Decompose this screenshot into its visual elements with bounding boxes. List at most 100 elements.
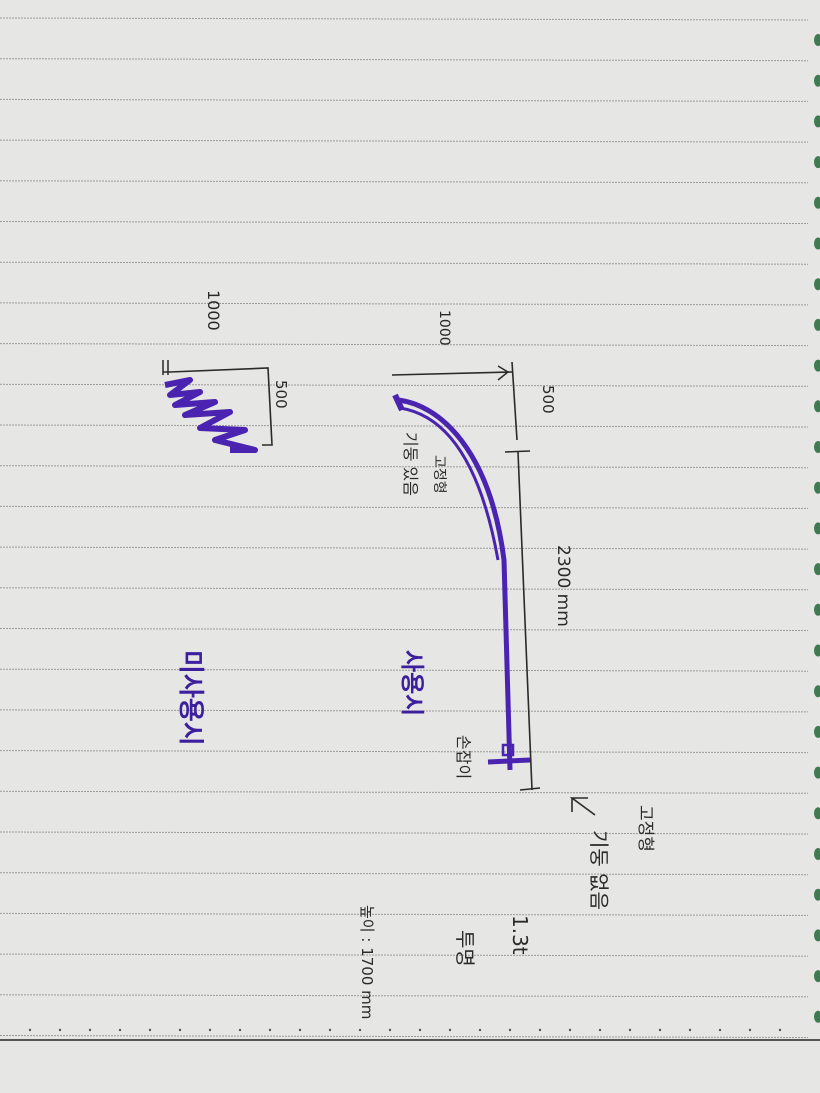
handle-label: 손잡이 xyxy=(454,735,473,779)
binder-hole xyxy=(814,603,820,616)
ruled-line xyxy=(0,343,809,347)
ruled-line xyxy=(0,98,809,102)
used-state-label: 사용시 xyxy=(398,650,426,716)
tick xyxy=(504,450,531,453)
binder-hole xyxy=(814,34,820,46)
ruled-line xyxy=(0,1035,809,1038)
margin-dot xyxy=(538,1028,542,1032)
margin-dot xyxy=(658,1028,662,1032)
ruled-line xyxy=(0,587,809,591)
margin-dot xyxy=(58,1028,62,1032)
handle-icon xyxy=(501,743,515,757)
margin-dot xyxy=(388,1028,392,1032)
ruled-line xyxy=(0,831,809,835)
ruled-line xyxy=(0,628,809,631)
binder-hole xyxy=(814,970,820,983)
binder-hole xyxy=(814,725,820,738)
margin-dot xyxy=(208,1028,212,1032)
binder-hole xyxy=(814,685,820,698)
margin-dot xyxy=(88,1028,92,1032)
binder-hole xyxy=(814,1010,820,1023)
binder-hole xyxy=(814,644,820,657)
ruled-line xyxy=(0,912,809,916)
used-offset-label: 500 xyxy=(539,385,557,414)
ruled-line xyxy=(0,872,809,876)
ruled-lines xyxy=(0,17,809,1038)
margin-dot xyxy=(148,1028,152,1032)
binder-hole xyxy=(814,766,820,779)
ruled-line xyxy=(0,302,809,306)
tick xyxy=(519,787,541,791)
binder-hole xyxy=(814,318,820,331)
binder-hole xyxy=(814,400,820,413)
binder-hole xyxy=(814,278,820,291)
margin-dot xyxy=(688,1028,692,1032)
used-sketch: 1000 500 2300 mm 고정형 기둥 있음 사용시 손잡이 xyxy=(391,310,573,791)
binder-hole xyxy=(814,888,820,901)
length-dimension-line xyxy=(517,451,533,791)
binder-hole xyxy=(814,848,820,860)
post-end xyxy=(392,393,405,412)
margin-dot xyxy=(358,1028,362,1032)
material-transparency: 투명 xyxy=(453,930,477,967)
margin-dot xyxy=(628,1028,632,1032)
margin-dot xyxy=(748,1028,752,1032)
ruled-line xyxy=(0,58,809,62)
margin-dot xyxy=(298,1028,302,1032)
margin-dot xyxy=(178,1028,182,1032)
fixed-post-note-2: 기둥 있음 xyxy=(401,432,420,496)
unused-height-label: 1000 xyxy=(204,290,223,331)
margin-dot xyxy=(418,1028,422,1032)
ruled-line xyxy=(0,180,809,184)
binder-hole xyxy=(814,74,820,87)
arrow-head xyxy=(497,365,510,381)
ruled-line xyxy=(0,17,809,21)
height-dimension-line xyxy=(391,371,513,376)
curved-panel-inner xyxy=(399,406,500,561)
binder-hole xyxy=(814,359,820,372)
unused-state-label: 미사용시 xyxy=(175,650,205,746)
no-post-note-2: 기둥 없음 xyxy=(587,830,611,910)
margin-dot xyxy=(598,1028,602,1032)
ruled-line xyxy=(0,709,809,713)
ruled-line xyxy=(0,221,809,224)
handle-mark xyxy=(487,757,531,765)
offset-dimension-line xyxy=(511,361,518,441)
ruled-line xyxy=(0,465,809,469)
margin-dot xyxy=(328,1028,332,1032)
margin-dot xyxy=(508,1028,512,1032)
binder-hole xyxy=(814,237,820,250)
curved-panel xyxy=(397,397,513,771)
binder-holes xyxy=(28,34,820,1032)
margin-dot xyxy=(268,1028,272,1032)
folded-zigzag-icon xyxy=(164,377,258,453)
margin-dot xyxy=(118,1028,122,1032)
margin-dot xyxy=(478,1028,482,1032)
used-length-label: 2300 mm xyxy=(553,545,573,627)
ruled-line xyxy=(0,750,809,754)
ruled-line xyxy=(0,139,809,143)
binder-hole xyxy=(814,156,820,169)
ruled-line xyxy=(0,668,809,672)
binder-hole xyxy=(814,807,820,820)
margin-dot xyxy=(568,1028,572,1032)
ruled-line xyxy=(0,953,809,957)
unused-width-label: 500 xyxy=(272,380,290,409)
margin-dot xyxy=(778,1028,782,1032)
ruled-line xyxy=(0,383,809,387)
ruled-line xyxy=(0,994,809,998)
ruled-line xyxy=(0,505,809,509)
material-thickness: 1.3t xyxy=(508,915,532,955)
arrow-icon xyxy=(569,797,596,816)
notes: 고정형 기둥 없음 1.3t 투명 높이 : 1700 mm xyxy=(358,797,655,1019)
binder-hole xyxy=(814,441,820,453)
margin-dot xyxy=(448,1028,452,1032)
fixed-post-note-1: 고정형 xyxy=(431,455,447,494)
height-note: 높이 : 1700 mm xyxy=(358,905,376,1019)
binder-hole xyxy=(814,563,820,576)
margin-dot xyxy=(28,1028,32,1032)
unused-sketch: 1000 500 미사용시 xyxy=(162,290,290,746)
ruled-line xyxy=(0,790,809,794)
binder-hole xyxy=(814,115,820,128)
